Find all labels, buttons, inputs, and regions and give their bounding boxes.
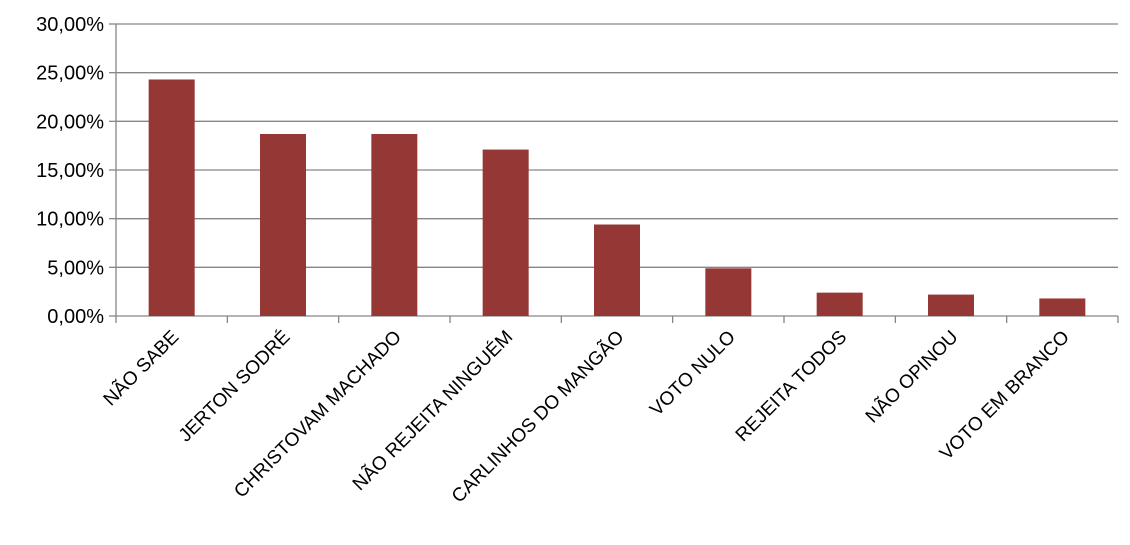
x-category-label: JERTON SODRÉ [175, 327, 295, 447]
x-category-label: VOTO EM BRANCO [936, 327, 1074, 465]
bar [148, 79, 195, 316]
bar [816, 292, 863, 316]
y-tick-label: 30,00% [36, 14, 104, 36]
y-tick-label: 10,00% [36, 209, 104, 231]
bar [705, 268, 752, 316]
bar [594, 224, 640, 316]
bar [260, 133, 306, 316]
bar [1039, 298, 1086, 316]
bar [482, 149, 529, 316]
x-category-label: CARLINHOS DO MANGÃO [447, 326, 628, 507]
y-tick-label: 5,00% [47, 257, 104, 279]
x-category-label: REJEITA TODOS [732, 327, 851, 446]
y-tick-labels: 0,00% 5,00% 10,00% 15,00% 20,00% 25,00% 30,00% [36, 14, 104, 328]
y-tick-label: 20,00% [36, 111, 104, 133]
x-category-label: NÃO OPINOU [861, 326, 962, 427]
x-category-label: NÃO SABE [99, 326, 183, 410]
bar [371, 133, 418, 316]
x-category-label: VOTO NULO [646, 327, 740, 421]
y-tick-label: 15,00% [36, 160, 104, 182]
y-tick-label: 0,00% [47, 306, 104, 328]
bar [928, 294, 974, 316]
y-tick-label: 25,00% [36, 63, 104, 85]
bars [148, 79, 1086, 316]
